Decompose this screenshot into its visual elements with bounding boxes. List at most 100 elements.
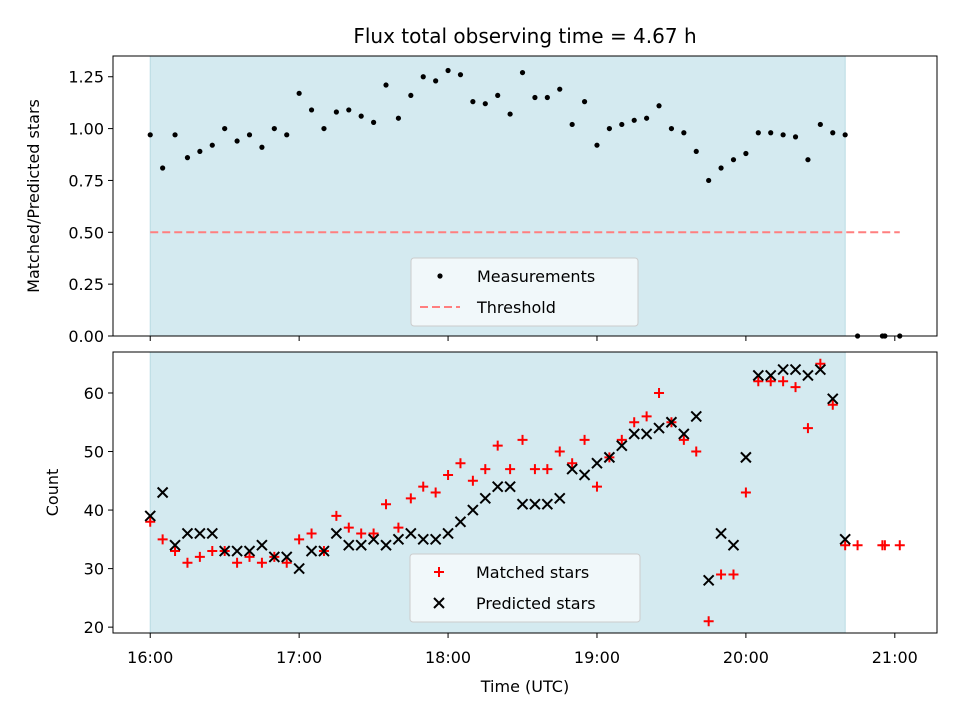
predicted-star-point [529,498,541,510]
bottom-x-tick-label: 18:00 [425,648,471,667]
bottom-panel: 20 30 40 50 60 16:00 17:00 18:00 19:00 20:00 21:0… [43,351,938,696]
predicted-star-point [156,486,169,499]
top-y-tick-label: 0.50 [68,223,104,242]
bottom-legend-box [409,553,641,623]
matched-star-point [790,382,801,393]
matched-star-point [405,493,416,504]
predicted-star-point [516,498,529,510]
bottom-y-axis-label: Count [43,469,62,517]
top-y-tick-label: 1.00 [68,120,104,139]
predicted-star-point [454,516,467,528]
bottom-y-tick-label: 30 [84,560,104,579]
predicted-star-point [243,545,256,557]
matched-star-point [778,376,789,387]
predicted-star-point [727,539,740,551]
measurement-point [445,67,451,74]
predicted-star-point [206,527,218,540]
matched-star-point [256,557,267,568]
bottom-y-tick-label: 50 [84,443,104,462]
measurement-point [321,125,327,132]
predicted-star-point [442,527,454,540]
predicted-star-point [566,463,578,475]
matched-star-point [827,399,838,410]
measurement-point [308,107,315,113]
predicted-star-point [541,498,554,510]
predicted-star-point [343,539,355,551]
matched-star-point [368,528,379,539]
bottom-x-tick-label: 19:00 [574,648,620,667]
matched-star-point [145,516,156,527]
measurement-point [644,115,650,121]
measurement-point [358,113,364,119]
measurement-point [693,148,699,155]
matched-star-point [467,475,478,486]
legend-matched-label: Matched stars [476,563,589,582]
measurement-point [420,74,426,80]
matched-star-point [343,522,354,533]
measurement-point [346,107,352,113]
measurement-point [147,132,153,138]
measurement-point [792,134,799,140]
predicted-star-point [467,504,479,516]
measurement-points [147,67,903,339]
measurement-point [333,109,339,115]
predicted-star-point [802,369,814,382]
matched-star-point [306,528,317,539]
predicted-star-point [479,492,491,505]
matched-star-point [579,434,590,445]
predicted-star-point [256,539,268,551]
matched-star-point [281,557,292,568]
predicted-star-point [740,451,752,464]
measurement-point [743,150,749,157]
measurement-point [718,165,724,171]
measurement-point [457,72,464,78]
predicted-star-point [218,545,231,557]
predicted-star-point [765,369,777,382]
bottom-x-tick-label: 17:00 [276,648,322,667]
matched-star-point [802,423,813,434]
predicted-star-point [640,428,653,440]
measurement-point [619,121,625,128]
matched-star-point [852,540,863,551]
top-axes-frame [112,55,938,337]
predicted-star-point [429,533,442,546]
predicted-star-point [839,533,851,546]
predicted-star-point [678,428,690,440]
legend-predicted-label: Predicted stars [476,594,596,613]
predicted-star-point [665,416,678,428]
predicted-stars-points [144,363,851,587]
matched-star-point [182,557,193,568]
matched-star-point [703,616,714,627]
measurement-point [805,157,811,163]
measurement-point [656,103,662,109]
matched-star-point [505,464,516,475]
measurement-point [755,130,761,136]
predicted-star-point [268,551,281,563]
matched-star-point [381,499,392,510]
matched-star-point [654,387,665,398]
x-axis-label: Time (UTC) [480,677,569,696]
matched-star-point [616,434,627,445]
measurement-point [408,92,414,99]
predicted-star-point [367,533,380,546]
bottom-y-tick-label: 40 [84,501,104,520]
measurement-point [222,125,228,132]
matched-star-point [331,510,342,521]
predicted-star-point [231,545,243,557]
measurement-point [234,138,240,144]
measurement-point [569,121,575,128]
top-y-tick-label: 0.00 [68,327,104,346]
measurement-point [817,121,823,128]
top-y-ticks: 0.00 0.25 0.50 0.75 1.00 1.25 [68,68,113,346]
matched-star-point [840,540,851,551]
predicted-star-point [305,545,318,557]
matched-star-point [716,569,727,580]
matched-star-point [455,458,466,469]
bottom-y-tick-label: 20 [84,618,104,637]
top-x-ticks [149,336,896,341]
predicted-star-point [616,439,628,452]
measurement-point [606,125,612,132]
measurement-point [284,132,290,138]
measurement-point [768,130,774,136]
